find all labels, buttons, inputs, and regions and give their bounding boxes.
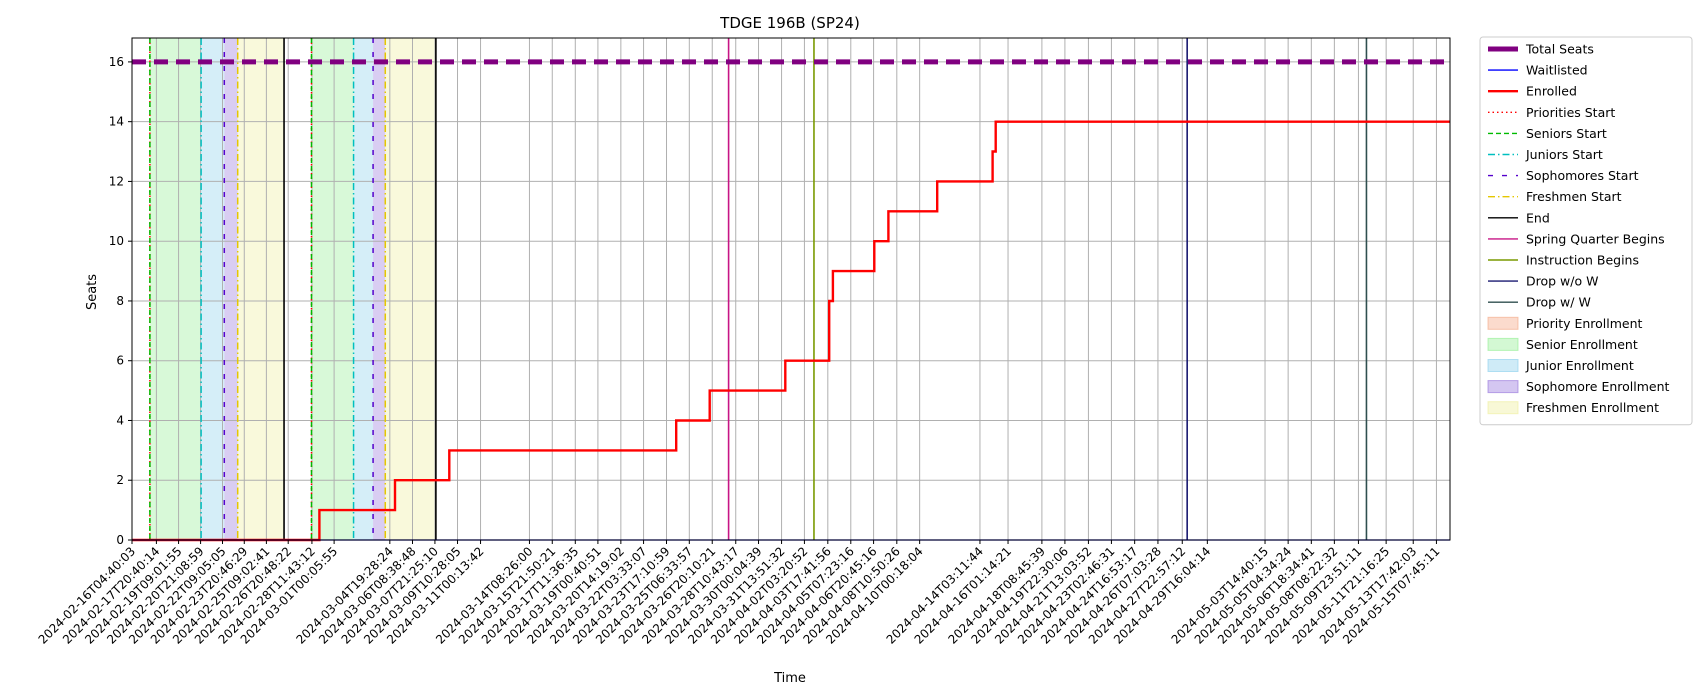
- y-tick-label: 12: [109, 174, 124, 188]
- enrollment-period-band: [149, 38, 202, 540]
- legend-label: Junior Enrollment: [1525, 358, 1634, 373]
- y-tick-label: 0: [116, 533, 124, 547]
- enrollment-period-band: [373, 38, 386, 540]
- enrollment-period-band: [224, 38, 238, 540]
- enrollment-period-band: [353, 38, 374, 540]
- y-tick-label: 8: [116, 294, 124, 308]
- legend-swatch: [1487, 359, 1519, 372]
- legend-label: Total Seats: [1525, 42, 1594, 57]
- legend-label: Priority Enrollment: [1526, 316, 1643, 331]
- plot-frame: [131, 37, 1451, 541]
- legend-label: Juniors Start: [1525, 147, 1603, 162]
- legend-label: Instruction Begins: [1526, 253, 1639, 268]
- chart-title: TDGE 196B (SP24): [719, 14, 860, 32]
- legend-label: Sophomores Start: [1526, 168, 1639, 183]
- legend-label: Drop w/ W: [1526, 295, 1591, 310]
- legend-swatch: [1487, 337, 1519, 351]
- legend-label: Waitlisted: [1526, 63, 1588, 78]
- legend-label: Spring Quarter Begins: [1526, 231, 1665, 246]
- legend-label: Drop w/o W: [1526, 274, 1598, 289]
- y-tick-label: 16: [109, 55, 124, 69]
- legend-label: End: [1526, 210, 1550, 225]
- x-axis-title: Time: [773, 671, 806, 686]
- legend-swatch: [1487, 380, 1519, 394]
- legend-label: Seniors Start: [1526, 126, 1607, 141]
- legend-swatch: [1487, 401, 1519, 415]
- y-tick-label: 14: [109, 115, 124, 129]
- legend-label: Enrolled: [1526, 84, 1577, 99]
- y-tick-label: 4: [116, 413, 124, 427]
- legend-label: Freshmen Start: [1526, 189, 1622, 204]
- legend-label: Senior Enrollment: [1526, 337, 1638, 352]
- y-axis-title: Seats: [85, 274, 100, 310]
- y-tick-label: 10: [109, 234, 124, 248]
- y-tick-label: 6: [116, 354, 124, 368]
- enrollment-period-band: [385, 38, 436, 540]
- legend-label: Sophomore Enrollment: [1526, 379, 1670, 394]
- y-tick-label: 2: [116, 473, 124, 487]
- legend: Total Seats Waitlisted Enrolled Priorities …: [1479, 36, 1693, 426]
- legend-frame: [1479, 36, 1693, 426]
- enrolled-series-line: [132, 120, 1450, 542]
- legend-swatch: [1487, 316, 1519, 330]
- enrollment-period-band: [201, 38, 225, 540]
- legend-label: Priorities Start: [1526, 105, 1615, 120]
- legend-label: Freshmen Enrollment: [1526, 400, 1659, 415]
- enrollment-period-band: [311, 38, 354, 540]
